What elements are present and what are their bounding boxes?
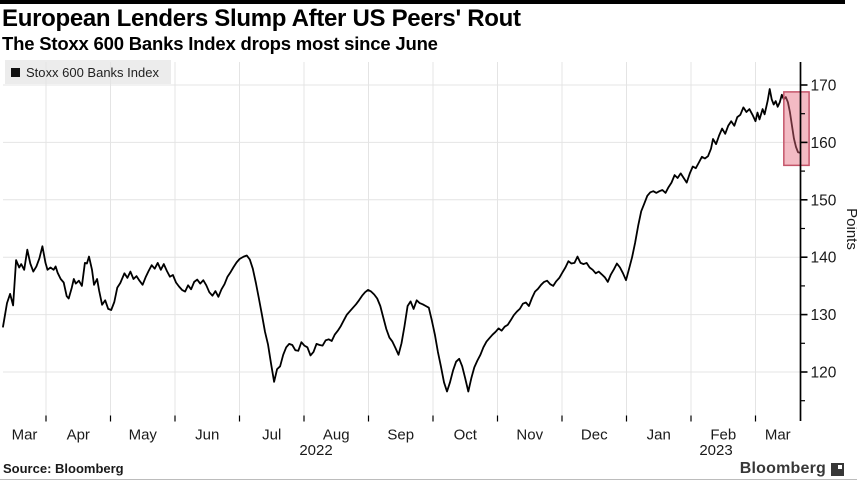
y-tick-label: 170: [811, 78, 837, 95]
y-tick-label: 130: [811, 307, 837, 324]
legend: Stoxx 600 Banks Index: [5, 60, 171, 84]
x-month-label: Jul: [262, 427, 281, 444]
y-tick-label: 140: [811, 250, 837, 267]
y-tick-label: 150: [811, 192, 837, 209]
x-month-label: Mar: [765, 427, 791, 444]
bloomberg-logo-icon: [831, 462, 844, 476]
x-year-label: 2023: [699, 442, 732, 459]
x-month-label: Mar: [12, 427, 38, 444]
slump-highlight-box: [783, 91, 810, 167]
x-month-label: Oct: [454, 427, 478, 444]
top-accent-bar: [0, 0, 845, 4]
y-tick-label: 120: [811, 365, 837, 382]
x-month-label: Apr: [67, 427, 90, 444]
source-label: Source: Bloomberg: [3, 461, 124, 476]
x-month-label: Jan: [647, 427, 671, 444]
x-month-label: Sep: [387, 427, 414, 444]
y-axis-title: Points: [843, 208, 857, 250]
page-title: European Lenders Slump After US Peers' R…: [2, 5, 521, 32]
x-year-label: 2022: [299, 442, 332, 459]
x-month-label: Feb: [710, 427, 736, 444]
x-month-label: Jun: [195, 427, 219, 444]
legend-swatch-icon: [11, 67, 20, 77]
bloomberg-logo: Bloomberg: [740, 460, 844, 478]
x-month-label: Nov: [516, 427, 543, 444]
y-tick-label: 160: [811, 135, 837, 152]
index-line: [2, 88, 801, 393]
x-month-label: May: [129, 427, 158, 444]
bloomberg-logo-text: Bloomberg: [739, 460, 826, 477]
page-subtitle: The Stoxx 600 Banks Index drops most sin…: [2, 33, 438, 54]
bottom-divider: [0, 479, 857, 480]
x-month-label: Aug: [323, 427, 350, 444]
legend-label: Stoxx 600 Banks Index: [26, 64, 159, 80]
x-month-label: Dec: [581, 427, 608, 444]
